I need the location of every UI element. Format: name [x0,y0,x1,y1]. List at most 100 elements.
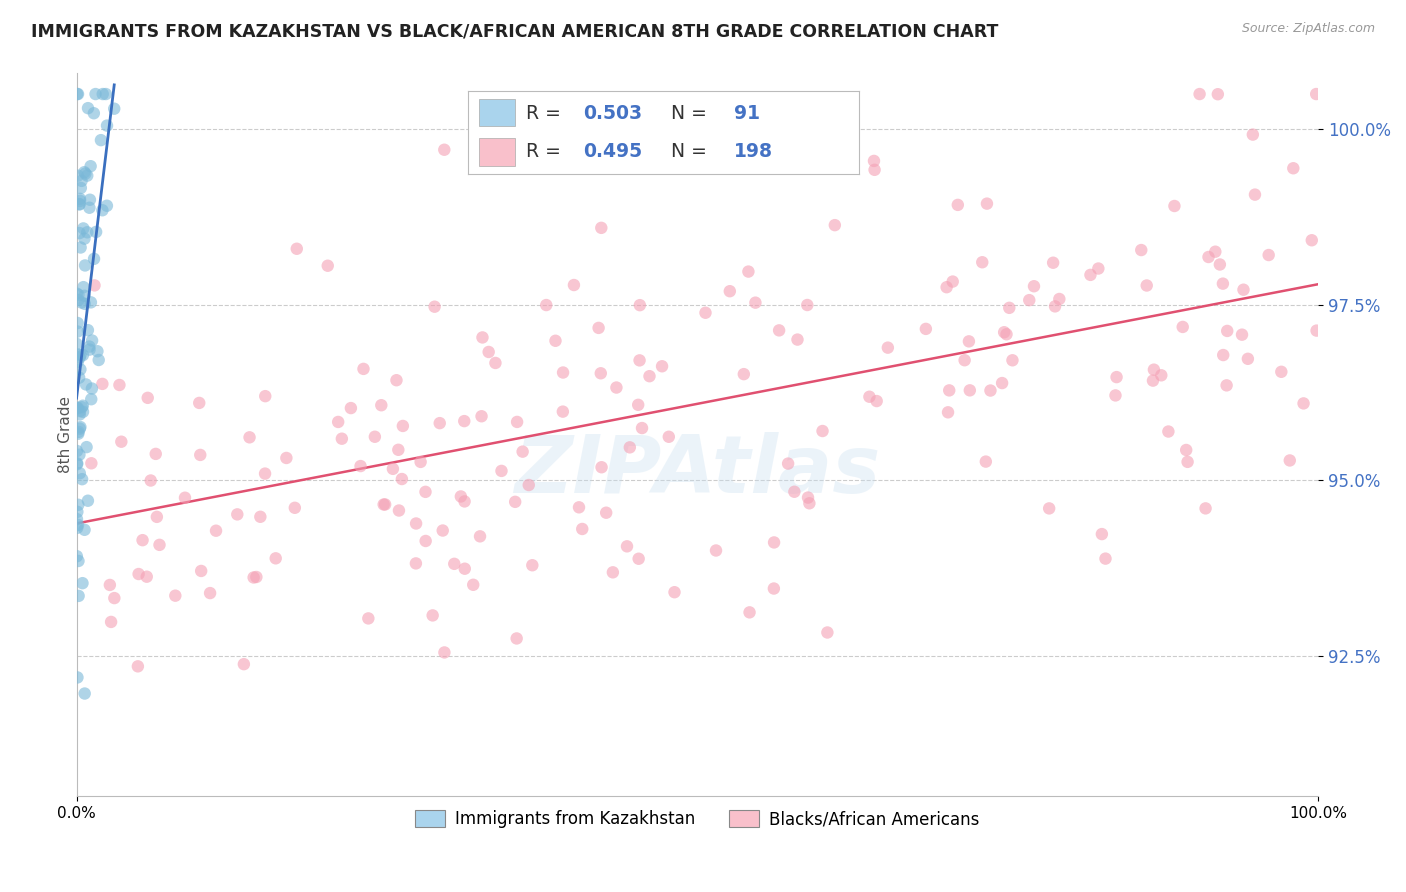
Point [83,106,105,120]
Text: IMMIGRANTS FROM KAZAKHSTAN VS BLACK/AFRICAN AMERICAN 8TH GRADE CORRELATION CHART: IMMIGRANTS FROM KAZAKHSTAN VS BLACK/AFRI… [31,22,998,40]
Point [695,306,717,320]
Point [66,670,89,684]
Point [79,343,101,357]
Point [340,401,363,415]
Point [491,464,513,478]
Point [264,551,287,566]
Point [388,503,411,517]
Point [544,334,567,348]
Point [242,570,264,584]
Point [391,472,413,486]
Point [285,242,308,256]
Legend: Immigrants from Kazakhstan, Blacks/African Americans: Immigrants from Kazakhstan, Blacks/Afric… [409,804,986,835]
Point [551,404,574,418]
Point [72,576,94,591]
Point [80,392,103,407]
Point [110,434,132,449]
Point [799,496,821,510]
Point [66,549,89,564]
Point [1206,87,1229,102]
Point [370,398,392,412]
Point [1087,261,1109,276]
Point [742,146,765,161]
Point [66,517,89,532]
Point [72,405,94,419]
Point [69,240,91,254]
Point [1204,244,1226,259]
Point [349,458,371,473]
Point [1216,324,1239,338]
Point [1212,348,1234,362]
Point [86,344,108,359]
Point [1047,292,1070,306]
Point [392,419,415,434]
Point [423,300,446,314]
Point [66,401,89,415]
Point [1194,501,1216,516]
Point [72,348,94,362]
Point [96,119,118,133]
Point [935,280,957,294]
Point [72,221,94,235]
Point [936,405,959,419]
Point [136,391,159,405]
Point [284,500,307,515]
Point [470,409,492,424]
Point [405,516,427,531]
Point [76,440,98,454]
Point [737,264,759,278]
Point [66,169,89,183]
Point [627,551,650,566]
Point [1257,248,1279,262]
Point [249,509,271,524]
Point [72,399,94,413]
Point [631,421,654,435]
Point [387,442,409,457]
Point [79,159,101,173]
Point [551,366,574,380]
Point [73,232,96,246]
Point [174,491,197,505]
Point [1244,187,1267,202]
Point [1171,320,1194,334]
Point [405,557,427,571]
Point [66,316,89,330]
Point [87,353,110,368]
Point [69,362,91,376]
Point [536,298,558,312]
Point [503,495,526,509]
Point [778,457,800,471]
Point [77,323,100,337]
Point [422,608,444,623]
Point [70,174,93,188]
Point [76,225,98,239]
Point [131,533,153,548]
Point [453,414,475,428]
Point [103,591,125,605]
Point [245,570,267,584]
Point [748,103,770,118]
Point [79,193,101,207]
Point [330,432,353,446]
Point [454,562,477,576]
Point [69,408,91,422]
Point [651,359,673,374]
Point [1157,425,1180,439]
Point [135,570,157,584]
Point [76,169,98,183]
Point [80,295,103,310]
Text: Source: ZipAtlas.com: Source: ZipAtlas.com [1241,22,1375,36]
Point [316,259,339,273]
Point [91,376,114,391]
Point [67,498,90,512]
Point [478,345,501,359]
Point [66,325,89,339]
Point [70,295,93,310]
Point [562,278,585,293]
Text: ZIPAtlas: ZIPAtlas [515,432,880,509]
Point [1188,87,1211,101]
Point [463,578,485,592]
Point [443,557,465,571]
Point [91,203,114,218]
Point [374,498,396,512]
